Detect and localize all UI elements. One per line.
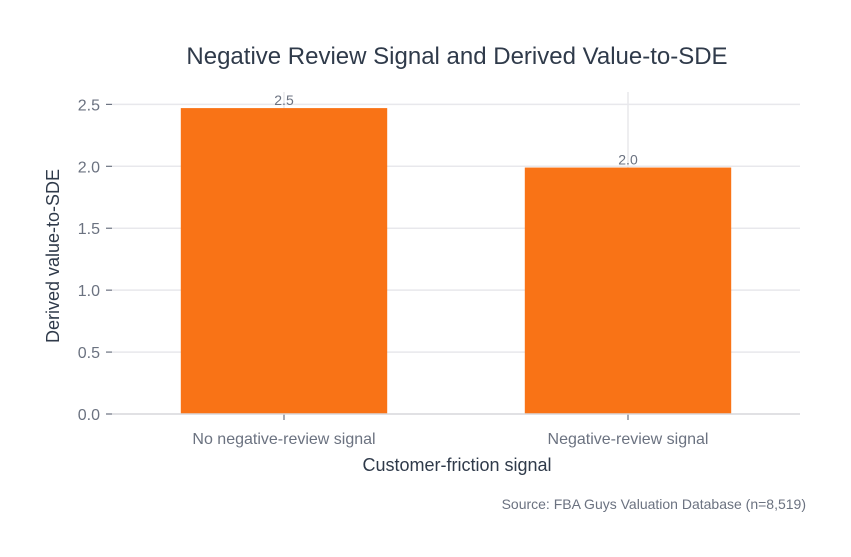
chart-title: Negative Review Signal and Derived Value… [186, 43, 727, 70]
bars-layer [180, 108, 732, 414]
y-axis-ticks: 0.0 0.5 1.0 1.5 2.0 2.5 [78, 97, 112, 424]
source-note: Source: FBA Guys Valuation Database (n=8… [502, 496, 806, 512]
bar-value-label: 2.0 [618, 152, 638, 168]
bar-value-label: 2.5 [274, 92, 294, 108]
bar [180, 108, 388, 414]
labels-layer: 2.5 2.0 [274, 92, 638, 167]
x-tick-label: No negative-review signal [192, 431, 375, 448]
bar [524, 167, 732, 414]
y-tick-label: 2.5 [78, 97, 100, 114]
y-axis-title: Derived value-to-SDE [43, 169, 63, 343]
y-tick-label: 0.5 [78, 345, 100, 362]
x-axis-ticks: No negative-review signal Negative-review… [192, 414, 708, 448]
y-tick-label: 1.5 [78, 221, 100, 238]
x-tick-label: Negative-review signal [548, 431, 709, 448]
y-tick-label: 2.0 [78, 159, 100, 176]
y-tick-label: 1.0 [78, 283, 100, 300]
y-tick-label: 0.0 [78, 407, 100, 424]
x-axis-title: Customer-friction signal [362, 455, 551, 475]
